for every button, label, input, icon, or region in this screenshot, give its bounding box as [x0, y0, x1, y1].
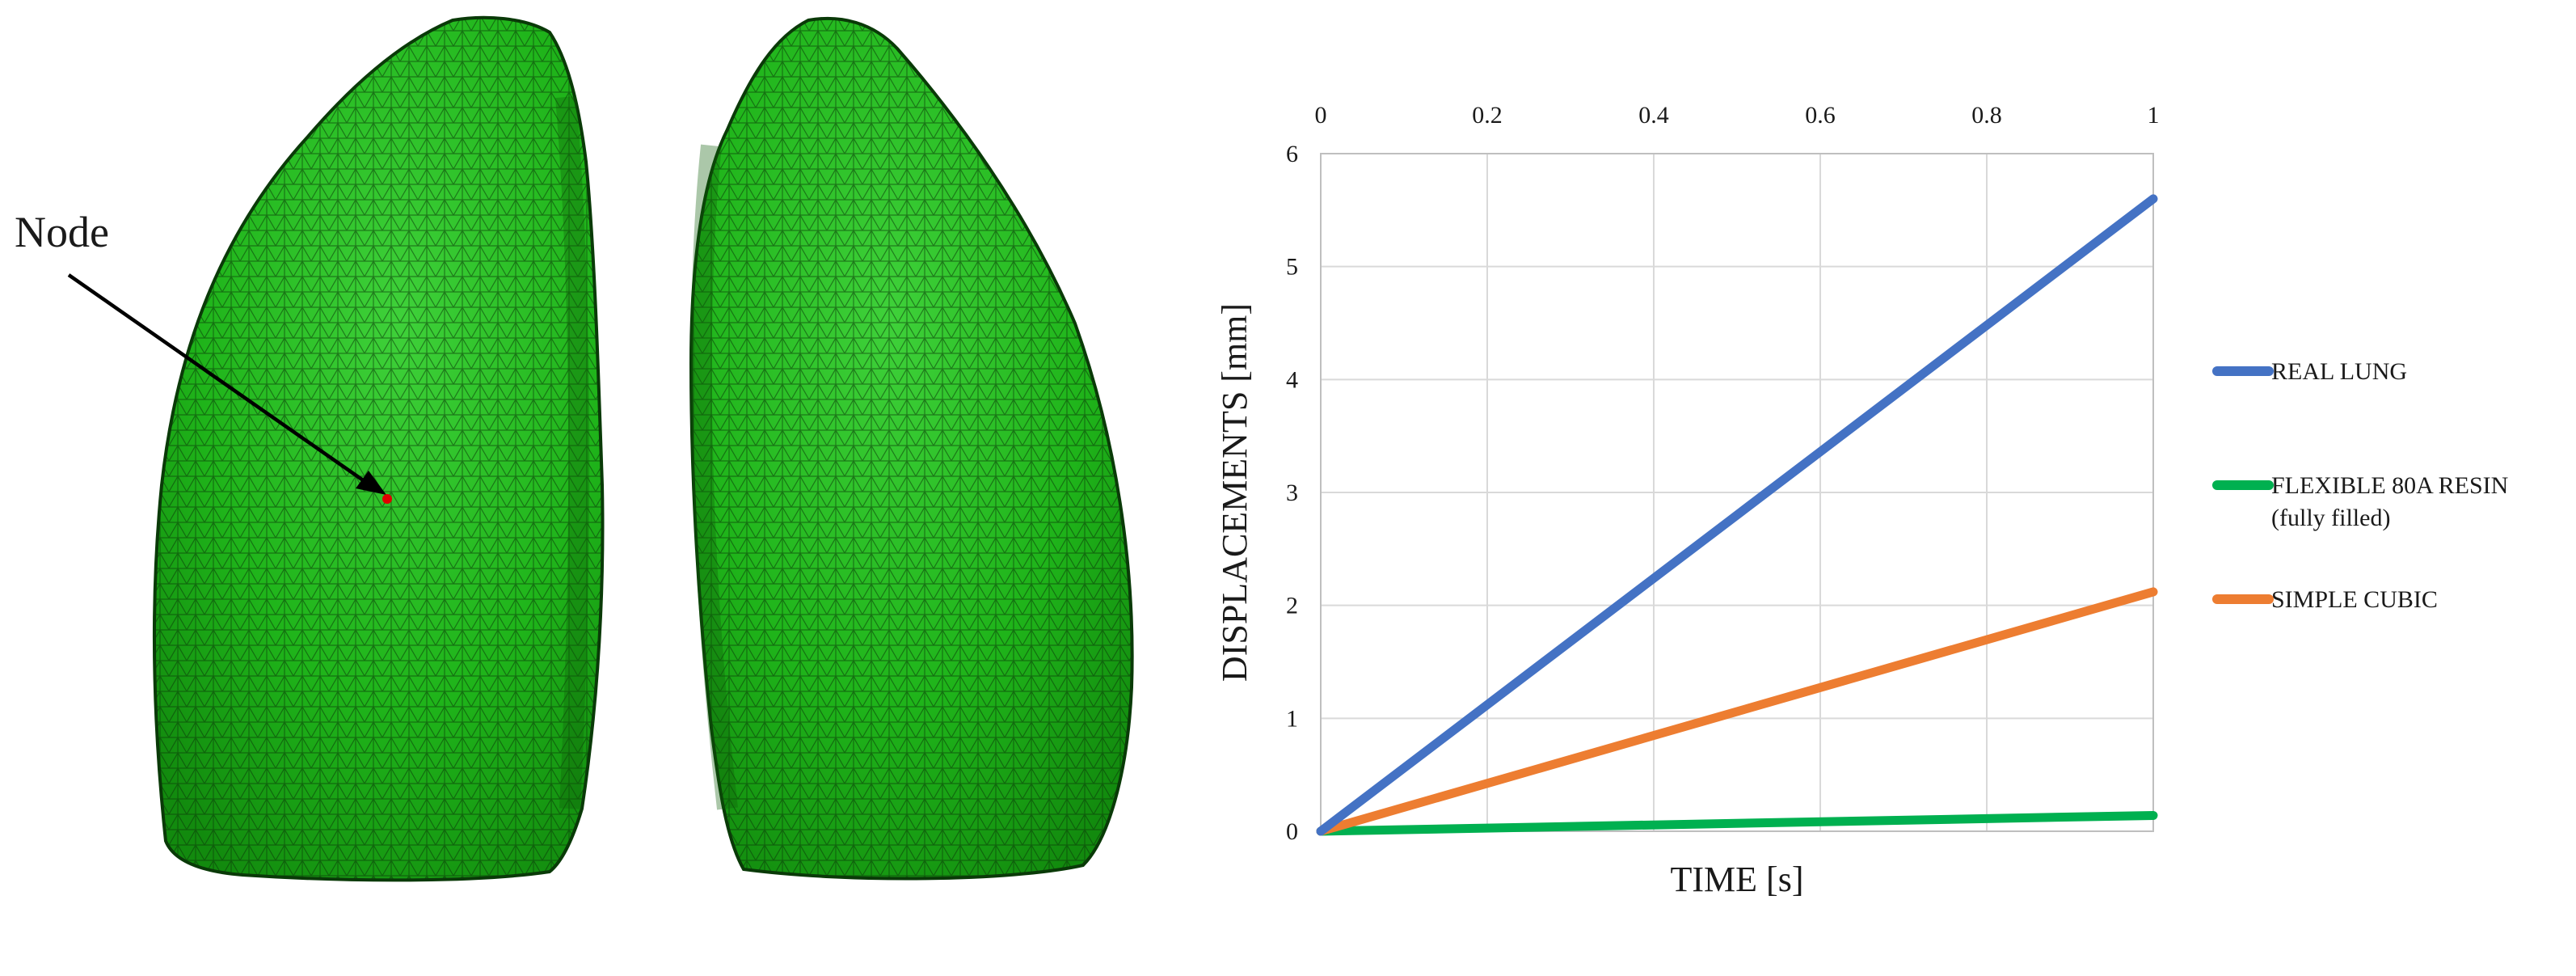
legend-label: REAL LUNG	[2271, 358, 2407, 385]
series-line-simple-cubic	[1316, 587, 2158, 836]
plot-area-frame	[1320, 153, 2154, 832]
chart-series-group	[1316, 194, 2158, 836]
legend-label: FLEXIBLE 80A RESIN	[2271, 472, 2508, 499]
y-tick-label: 1	[1286, 705, 1298, 732]
legend-label: SIMPLE CUBIC	[2271, 586, 2438, 613]
node-marker	[382, 494, 392, 504]
x-tick-labels: 0 0.2 0.4 0.6 0.8 1	[1315, 102, 2160, 129]
y-tick-label: 2	[1286, 593, 1298, 619]
y-tick-label: 5	[1286, 254, 1298, 281]
y-tick-labels: 0 1 2 3 4 5 6	[1286, 141, 1298, 845]
y-axis-title: DISPLACEMENTS [mm]	[1215, 303, 1254, 682]
series-line-real-lung	[1316, 194, 2158, 836]
left-lung-mesh	[152, 15, 605, 882]
chart-legend: REAL LUNG FLEXIBLE 80A RESIN (fully filled…	[2212, 358, 2508, 613]
x-tick-label: 0	[1315, 102, 1327, 129]
y-tick-label: 0	[1286, 818, 1298, 845]
node-label: Node	[15, 208, 109, 256]
y-tick-label: 3	[1286, 480, 1298, 506]
x-tick-label: 0.4	[1638, 102, 1669, 129]
node-arrowhead	[356, 471, 386, 495]
x-axis-title: TIME [s]	[1671, 860, 1804, 899]
y-tick-label: 4	[1286, 366, 1298, 393]
x-tick-label: 0.6	[1805, 102, 1836, 129]
node-annotation: Node	[15, 208, 392, 504]
displacement-chart: 0 0.2 0.4 0.6 0.8 1 0 1 2 3 4 5 6 TIME [s] DISPLACE…	[1215, 102, 2508, 899]
x-tick-label: 0.8	[1971, 102, 2002, 129]
chart-grid	[1320, 153, 2154, 832]
series-line-flexible-80a-resin-fully-filled	[1316, 810, 2158, 836]
x-tick-label: 1	[2148, 102, 2160, 129]
legend-label: (fully filled)	[2271, 505, 2390, 531]
node-arrow	[67, 273, 369, 485]
right-lung-mesh	[689, 16, 1134, 881]
x-tick-label: 0.2	[1472, 102, 1503, 129]
y-tick-label: 6	[1286, 141, 1298, 167]
